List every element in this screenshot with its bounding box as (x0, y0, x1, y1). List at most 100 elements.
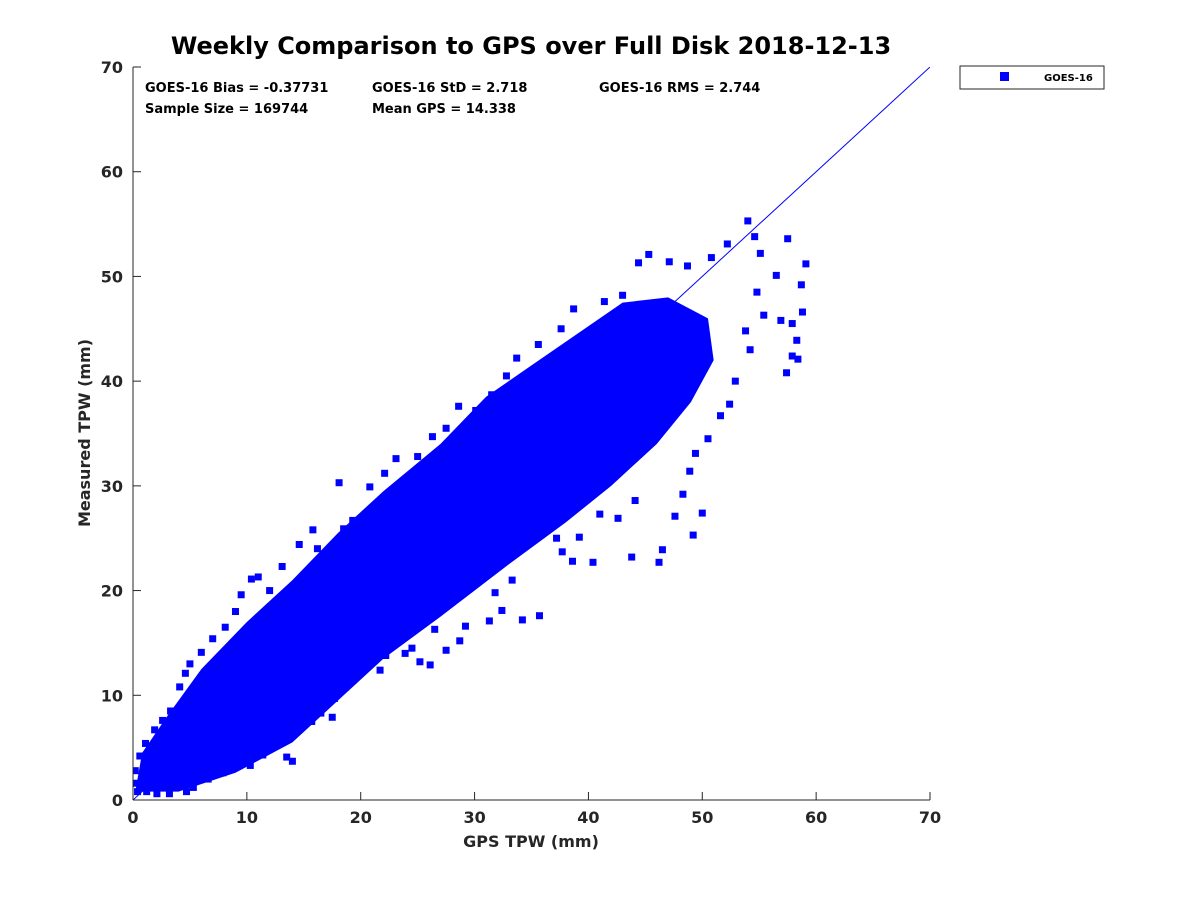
data-point (442, 646, 450, 654)
data-point (568, 557, 576, 565)
data-point (655, 558, 663, 566)
data-point (392, 455, 400, 463)
y-tick-label: 20 (101, 582, 123, 601)
series-goes-16-points (133, 217, 810, 798)
data-point (665, 258, 673, 266)
data-point (658, 546, 666, 554)
data-point (450, 591, 458, 599)
data-point (456, 637, 464, 645)
legend-entry-label: GOES-16 (1044, 73, 1093, 84)
data-point (133, 779, 138, 787)
data-point (143, 788, 151, 796)
data-point (485, 617, 493, 625)
data-point (366, 483, 374, 491)
data-point (134, 788, 142, 796)
data-point (683, 262, 691, 270)
data-point (798, 308, 806, 316)
data-point (156, 774, 164, 782)
x-tick-label: 70 (919, 808, 941, 827)
data-point (189, 783, 197, 791)
data-point (133, 767, 139, 775)
data-point (309, 526, 317, 534)
data-point (508, 576, 516, 584)
data-point (325, 582, 333, 590)
x-tick-label: 60 (805, 808, 827, 827)
data-point (247, 575, 255, 583)
data-point (416, 658, 424, 666)
data-point (645, 250, 653, 258)
data-point (335, 479, 343, 487)
data-point (731, 377, 739, 385)
y-tick-label: 0 (112, 791, 123, 810)
data-point (570, 305, 578, 313)
data-point (512, 481, 520, 489)
data-point (788, 320, 796, 328)
data-point (558, 548, 566, 556)
data-point (391, 577, 399, 585)
data-point (219, 769, 227, 777)
data-point (513, 354, 521, 362)
data-point (797, 281, 805, 289)
data-point (689, 531, 697, 539)
data-point (784, 235, 792, 243)
chart-title: Weekly Comparison to GPS over Full Disk … (171, 32, 891, 60)
data-point (186, 660, 194, 668)
x-tick-label: 10 (236, 808, 258, 827)
stat-std: GOES-16 StD = 2.718 (372, 81, 527, 96)
data-point (575, 533, 583, 541)
y-tick-label: 30 (101, 477, 123, 496)
data-point (467, 536, 475, 544)
data-point (382, 651, 390, 659)
x-tick-label: 0 (127, 808, 138, 827)
data-point (671, 512, 679, 520)
data-point (619, 291, 627, 299)
data-point (455, 402, 463, 410)
data-point (649, 405, 657, 413)
y-tick-label: 10 (101, 686, 123, 705)
y-tick-label: 40 (101, 372, 123, 391)
data-point (401, 649, 409, 657)
data-point (753, 288, 761, 296)
data-point (254, 647, 262, 655)
data-point (308, 717, 316, 725)
data-point (181, 669, 189, 677)
data-point (142, 739, 150, 747)
x-tick-label: 50 (691, 808, 713, 827)
data-point (172, 762, 180, 770)
legend: GOES-16 (959, 65, 1105, 90)
data-point (548, 438, 556, 446)
data-point (553, 534, 561, 542)
data-point (283, 753, 291, 761)
data-point (746, 346, 754, 354)
data-point (288, 724, 296, 732)
data-point (488, 391, 496, 399)
data-point (472, 560, 480, 568)
data-point (777, 316, 785, 324)
data-point (221, 623, 229, 631)
data-point (225, 760, 233, 768)
data-point (707, 254, 715, 262)
legend-box (959, 65, 1105, 90)
data-point (288, 757, 296, 765)
y-tick-label: 70 (101, 58, 123, 77)
x-tick-label: 20 (350, 808, 372, 827)
data-point (534, 340, 542, 348)
data-point (197, 648, 205, 656)
data-point (491, 589, 499, 597)
data-point (381, 469, 389, 477)
data-point (628, 431, 636, 439)
data-point (518, 616, 526, 624)
x-tick-label: 40 (577, 808, 599, 827)
data-point (614, 514, 622, 522)
data-point (136, 752, 144, 760)
data-point (426, 661, 434, 669)
data-point (349, 516, 357, 524)
data-point (270, 739, 278, 747)
data-point (788, 352, 796, 360)
data-point (772, 271, 780, 279)
data-point (237, 591, 245, 599)
data-point (332, 672, 340, 680)
dense-point-cloud (135, 297, 714, 792)
data-point (686, 467, 694, 475)
